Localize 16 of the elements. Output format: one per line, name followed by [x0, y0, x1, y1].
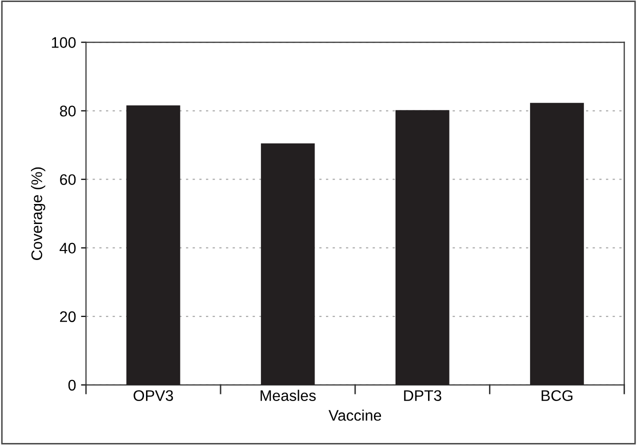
y-tick-label: 40 — [60, 242, 76, 254]
y-axis-title: Coverage (%) — [30, 167, 46, 260]
bar — [126, 105, 180, 385]
x-tick-label: Measles — [260, 390, 316, 402]
x-axis-title: Vaccine — [328, 410, 382, 421]
bar — [260, 143, 315, 385]
y-tick-label: 0 — [68, 380, 76, 391]
x-tick-label: DPT3 — [404, 390, 442, 402]
bar — [395, 110, 450, 385]
y-tick-label: 100 — [52, 37, 76, 48]
y-tick-label: 60 — [60, 174, 76, 186]
y-tick-label: 80 — [60, 106, 76, 116]
x-tick-label: BCG — [542, 390, 572, 402]
x-tick-label: OPV3 — [134, 390, 173, 402]
bar — [530, 102, 584, 385]
y-tick-label: 20 — [60, 311, 76, 322]
